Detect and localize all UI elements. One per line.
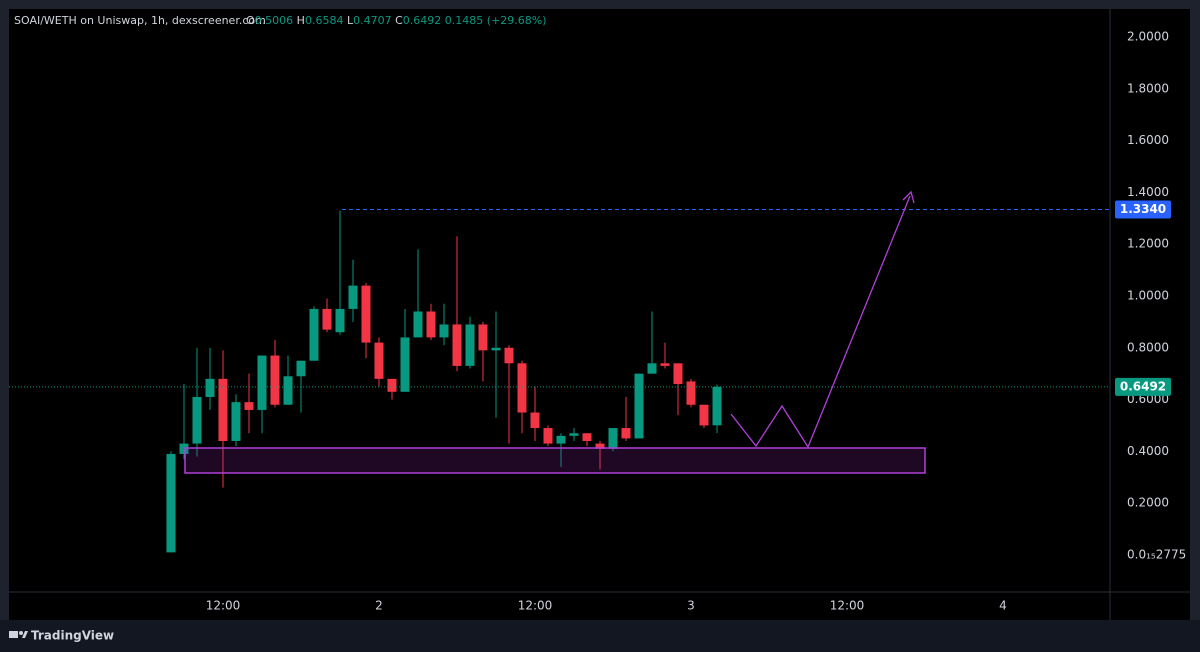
footer-bar — [0, 620, 1200, 652]
candle-body — [231, 402, 241, 442]
candle-body — [673, 363, 683, 385]
candle-body — [595, 443, 605, 449]
candle-body — [465, 324, 475, 366]
support-zone — [184, 447, 926, 474]
price-label-box — [1115, 200, 1171, 219]
price-label: 0.6492 — [1120, 379, 1166, 393]
header-title: SOAI/WETH on Uniswap, 1h, dexscreener.co… — [14, 14, 266, 27]
y-tick-label: 0.2000 — [1127, 496, 1169, 510]
ohlc-value: 0.4707 — [353, 14, 392, 27]
x-tick-label: 12:00 — [830, 599, 865, 613]
candle-body — [608, 428, 618, 449]
y-tick-label: 2.0000 — [1127, 29, 1169, 43]
ohlc-key: H — [297, 14, 305, 27]
candle-body — [686, 381, 696, 405]
chart-pane — [9, 9, 1190, 620]
y-tick-label: 1.4000 — [1127, 185, 1169, 199]
ohlc-value: 0.6584 — [305, 14, 344, 27]
tv-logo — [9, 631, 28, 638]
y-tick-label: 1.8000 — [1127, 81, 1169, 95]
x-tick-label: 3 — [687, 599, 695, 613]
candle-body — [205, 378, 215, 397]
candle-body — [647, 363, 657, 374]
plot — [9, 208, 1110, 553]
ohlc-key: O — [246, 14, 255, 27]
ohlc-value: 0.6492 — [403, 14, 442, 27]
candle-body — [374, 342, 384, 379]
candle-body — [426, 311, 436, 338]
candle-body — [309, 308, 319, 361]
candle-body — [491, 347, 501, 351]
change: 0.1485 — [445, 14, 484, 27]
y-tick-label: 1.2000 — [1127, 237, 1169, 251]
candle-body — [179, 443, 189, 454]
candle-body — [322, 308, 332, 330]
candle-body — [387, 378, 397, 392]
y-tick-label: 1.6000 — [1127, 133, 1169, 147]
candle-body — [660, 363, 670, 366]
candle-body — [530, 412, 540, 429]
ohlc-value: 0.5006 — [255, 14, 294, 27]
candle-body — [192, 396, 202, 444]
ohlc-legend: O0.5006 H0.6584 L0.4707 C0.6492 0.1485 (… — [246, 14, 547, 27]
change-pct: (+29.68%) — [487, 14, 547, 27]
price-label-box — [1115, 377, 1171, 396]
x-tick-label: 2 — [375, 599, 383, 613]
x-tick-label: 4 — [999, 599, 1007, 613]
candle-body — [699, 404, 709, 426]
ohlc-key: L — [347, 14, 354, 27]
y-tick-label: 0.8000 — [1127, 340, 1169, 354]
candle-body — [439, 324, 449, 338]
candle-body — [556, 435, 566, 444]
arrow-head — [902, 190, 915, 204]
x-tick-label: 12:00 — [518, 599, 553, 613]
ohlc-key: C — [395, 14, 403, 27]
candle-body — [400, 337, 410, 392]
price-label: 1.3340 — [1120, 202, 1166, 216]
y-tick-label: 1.0000 — [1127, 288, 1169, 302]
candle-body — [283, 376, 293, 405]
candle-body — [218, 378, 228, 442]
candle-body — [270, 355, 280, 405]
candle-body — [543, 428, 553, 444]
candle-body — [361, 285, 371, 343]
y-tick-label: 0.0₁₅2775 — [1127, 547, 1186, 561]
y-tick-label: 0.4000 — [1127, 444, 1169, 458]
candle-body — [582, 433, 592, 442]
candle-body — [166, 453, 176, 553]
projection-path — [730, 195, 911, 449]
candle-body — [569, 433, 579, 436]
x-tick-label: 12:00 — [206, 599, 241, 613]
candle-body — [413, 311, 423, 338]
candle-body — [452, 324, 462, 366]
candle-body — [296, 360, 306, 377]
candle-body — [712, 386, 722, 426]
candle-body — [348, 285, 358, 309]
candle-body — [517, 363, 527, 413]
candle-body — [634, 373, 644, 439]
brand: TradingView — [31, 629, 114, 643]
candle-body — [504, 347, 514, 364]
candle-body — [335, 308, 345, 333]
candle-body — [478, 324, 488, 351]
candle-body — [257, 355, 267, 410]
candle-body — [621, 428, 631, 439]
candle-body — [244, 402, 254, 410]
